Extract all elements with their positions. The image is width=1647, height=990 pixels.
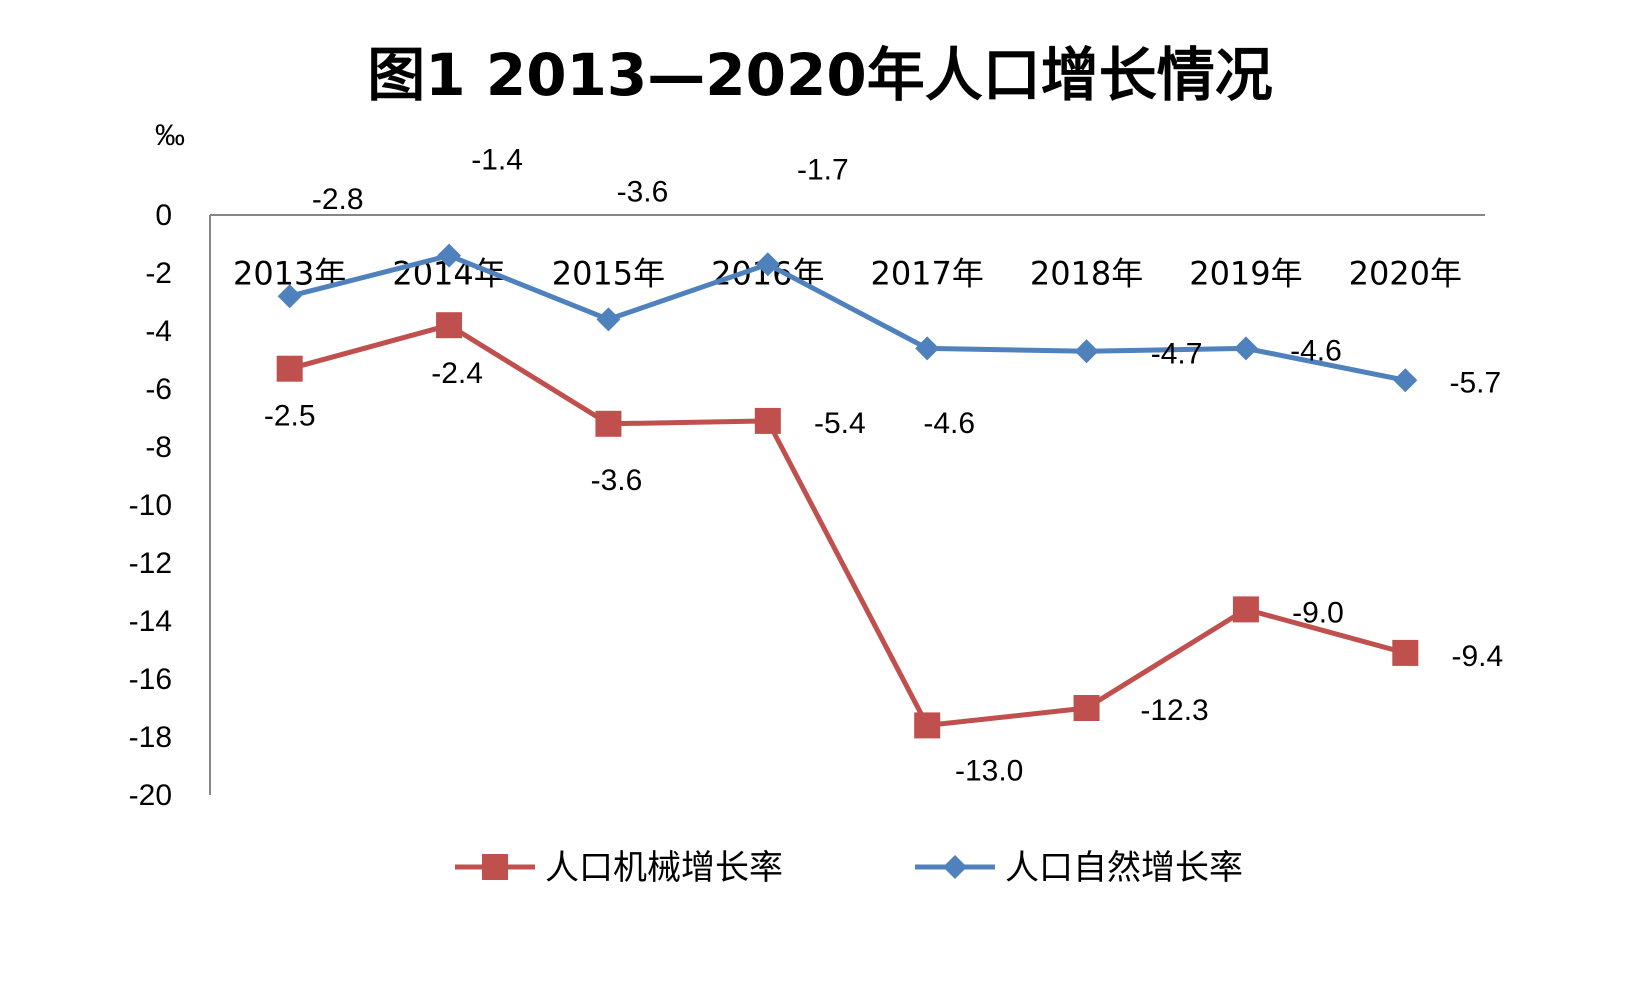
data-label: -4.6: [1290, 334, 1342, 367]
y-tick-label: -2: [145, 257, 172, 290]
legend-label: 人口机械增长率: [545, 848, 783, 888]
data-label: -9.4: [1451, 640, 1503, 673]
data-label: -9.0: [1292, 596, 1344, 629]
data-point-square: [595, 410, 622, 437]
x-tick-labels: 2013年2014年2015年2016年2017年2018年2019年2020年: [233, 255, 1462, 293]
data-point-diamond: [1074, 339, 1099, 364]
data-label: -1.7: [797, 153, 849, 186]
data-point-diamond: [1393, 368, 1418, 393]
data-point-diamond: [596, 307, 621, 332]
y-tick-label: -18: [129, 721, 172, 754]
data-label: -3.6: [591, 464, 643, 497]
data-point-diamond: [915, 336, 940, 361]
data-point-square: [1073, 695, 1100, 721]
legend-label: 人口自然增长率: [1005, 848, 1243, 888]
data-point-diamond: [1233, 336, 1258, 361]
x-tick-label: 2017年: [870, 255, 983, 293]
legend: 人口机械增长率 人口自然增长率: [455, 848, 1243, 888]
data-point-diamond: [277, 284, 302, 309]
y-axis-unit: ‰: [155, 119, 185, 152]
y-tick-label: -16: [129, 663, 172, 696]
y-tick-label: -14: [129, 605, 172, 638]
axes: [209, 214, 1485, 795]
data-point-square: [914, 712, 941, 739]
y-tick-labels: 0 -2 -4 -6 -8 -10 -12 -14 -16 -18 -20: [129, 199, 172, 812]
data-label: -4.6: [923, 407, 975, 440]
y-tick-label: -8: [145, 431, 172, 464]
series-lines: [289, 253, 1406, 728]
series-markers: [276, 243, 1419, 739]
data-label: -13.0: [955, 754, 1023, 787]
x-tick-label: 2020年: [1349, 255, 1462, 293]
data-point-diamond: [755, 252, 780, 277]
x-tick-label: 2015年: [552, 255, 665, 293]
data-point-diamond: [437, 243, 462, 268]
data-point-square: [1392, 639, 1419, 666]
y-tick-label: -10: [129, 489, 172, 522]
data-label: -1.4: [471, 144, 523, 177]
data-point-square: [276, 355, 303, 382]
data-label: -3.6: [617, 175, 669, 208]
data-point-square: [754, 407, 781, 434]
data-label: -2.8: [312, 183, 364, 216]
data-label: -5.4: [814, 407, 866, 440]
y-tick-label: -6: [145, 373, 172, 406]
data-label: -12.3: [1140, 694, 1208, 727]
data-point-square: [436, 312, 463, 339]
data-label: -5.7: [1449, 366, 1501, 399]
data-point-square: [1232, 596, 1259, 623]
data-labels: -2.5 -2.4 -3.6 -5.4 -13.0 -12.3 -9.0 -9.4 -2.8 -1…: [264, 144, 1503, 788]
y-tick-label: -12: [129, 547, 172, 580]
series-line-1: [289, 322, 1406, 728]
chart-title: 图1 2013—2020年人口增长情况: [367, 41, 1272, 109]
data-label: -4.7: [1151, 337, 1203, 370]
data-label: -2.5: [264, 400, 316, 433]
legend-marker-diamond: [943, 855, 967, 879]
y-tick-label: -4: [145, 315, 172, 348]
legend-marker-square: [482, 854, 508, 880]
series-line-2: [289, 253, 1406, 383]
data-label: -2.4: [431, 357, 483, 390]
x-tick-label: 2018年: [1030, 255, 1143, 293]
y-tick-label: -20: [129, 779, 172, 812]
y-tick-label: 0: [155, 199, 172, 232]
x-tick-label: 2019年: [1189, 255, 1302, 293]
